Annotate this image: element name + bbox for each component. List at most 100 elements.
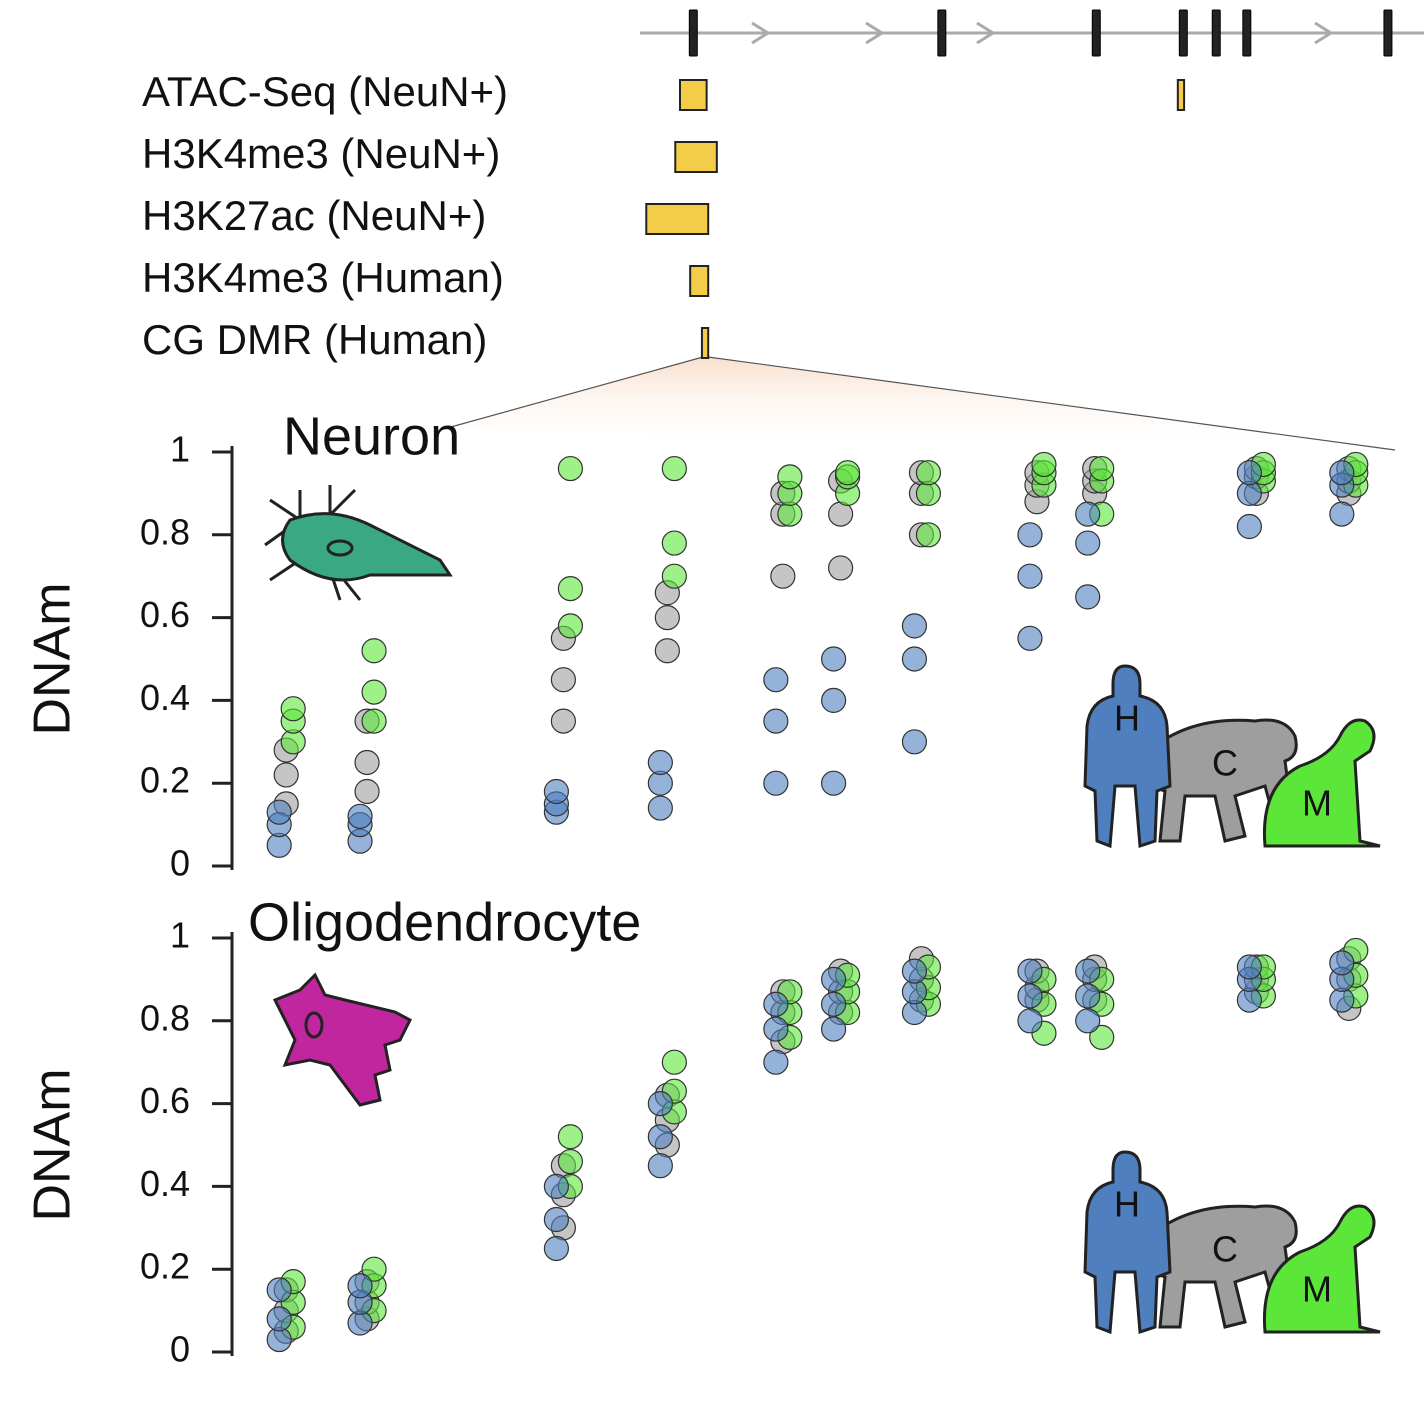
data-point [557,576,584,602]
data-point [280,696,306,722]
y-tick-label: 0.8 [140,997,190,1038]
data-point [557,455,584,482]
data-point [1329,950,1355,976]
data-point [1075,530,1101,556]
data-point [550,708,577,734]
y-tick-label: 0.6 [140,1080,190,1121]
data-point [770,563,796,589]
y-tick-label: 0 [170,843,190,884]
y-tick-label: 0.8 [140,511,190,552]
data-point [266,1277,292,1303]
data-point [361,1256,387,1282]
data-point [915,460,942,486]
legend-label: C [1212,1229,1238,1270]
data-point [654,604,680,631]
data-point [763,991,789,1017]
species-icon [1083,664,1172,849]
data-point [543,1206,570,1233]
data-point [647,749,673,776]
data-point [1236,513,1263,540]
exon [937,9,947,57]
legend-label: H [1114,1184,1140,1225]
data-point [354,778,380,805]
track-label: H3K27ac (NeuN+) [142,192,486,239]
exon [1242,9,1252,57]
data-point [901,613,928,639]
data-point [557,1148,584,1175]
data-point [550,667,577,693]
data-point [901,958,928,984]
data-point [763,1049,789,1075]
track-label: ATAC-Seq (NeuN+) [142,68,508,115]
legend-label: M [1302,1269,1332,1310]
track-region [1176,79,1186,111]
zoom-line [439,356,704,431]
data-point [1075,1008,1101,1034]
gene-track [640,21,1424,45]
data-point [647,1090,673,1117]
data-point [1031,451,1057,478]
exon [1383,9,1393,57]
y-axis-label: DNAm [24,582,82,735]
data-point [1236,954,1263,980]
panel-title: Oligodendrocyte [248,892,641,952]
exon [1178,9,1188,57]
y-tick-label: 0.2 [140,760,190,801]
data-point [763,667,789,693]
data-point [827,555,854,581]
data-point [661,1049,687,1075]
data-point [1017,625,1043,651]
data-point [1075,584,1101,610]
y-tick-label: 0.4 [140,1163,190,1204]
data-point [273,762,299,788]
data-point [266,799,292,825]
data-point [1017,563,1043,589]
oligodendrocyte-icon [272,972,412,1107]
data-point [661,455,687,482]
data-point [557,1124,584,1150]
track-region [700,327,710,359]
data-point [543,778,570,805]
data-point [647,795,673,821]
data-point [763,1016,789,1042]
exon [688,9,698,57]
strand-arrows [751,21,1334,45]
data-point [1017,983,1043,1009]
species-icon [1150,1204,1298,1329]
data-point [763,708,789,734]
data-point [1236,460,1263,486]
track-region [689,265,710,297]
data-point [1075,983,1101,1009]
data-point [647,1153,673,1179]
y-tick-label: 0.4 [140,677,190,718]
data-point [361,708,387,734]
legend-label: H [1114,698,1140,739]
legend-label: C [1212,743,1238,784]
exon [1211,9,1221,57]
data-point [1329,460,1355,486]
data-point [763,770,789,796]
data-point [654,638,680,664]
exon [1091,9,1101,57]
data-point [1329,501,1355,527]
data-point [834,460,861,486]
data-point [543,1235,570,1262]
data-point [1075,958,1101,984]
y-tick-label: 0 [170,1329,190,1370]
track-region [678,79,708,111]
data-point [647,1124,673,1150]
data-point [820,687,847,714]
panel-title: Neuron [283,406,460,466]
data-point [1089,1024,1115,1050]
track-label: H3K4me3 (NeuN+) [142,130,500,177]
data-point [361,679,387,705]
zoom-region [440,357,1395,450]
species-icon [1262,718,1381,848]
data-point [543,1173,570,1200]
data-point [820,770,847,796]
data-point [820,646,847,672]
y-tick-label: 0.6 [140,594,190,635]
data-point [820,1016,847,1042]
track-region [674,141,718,173]
